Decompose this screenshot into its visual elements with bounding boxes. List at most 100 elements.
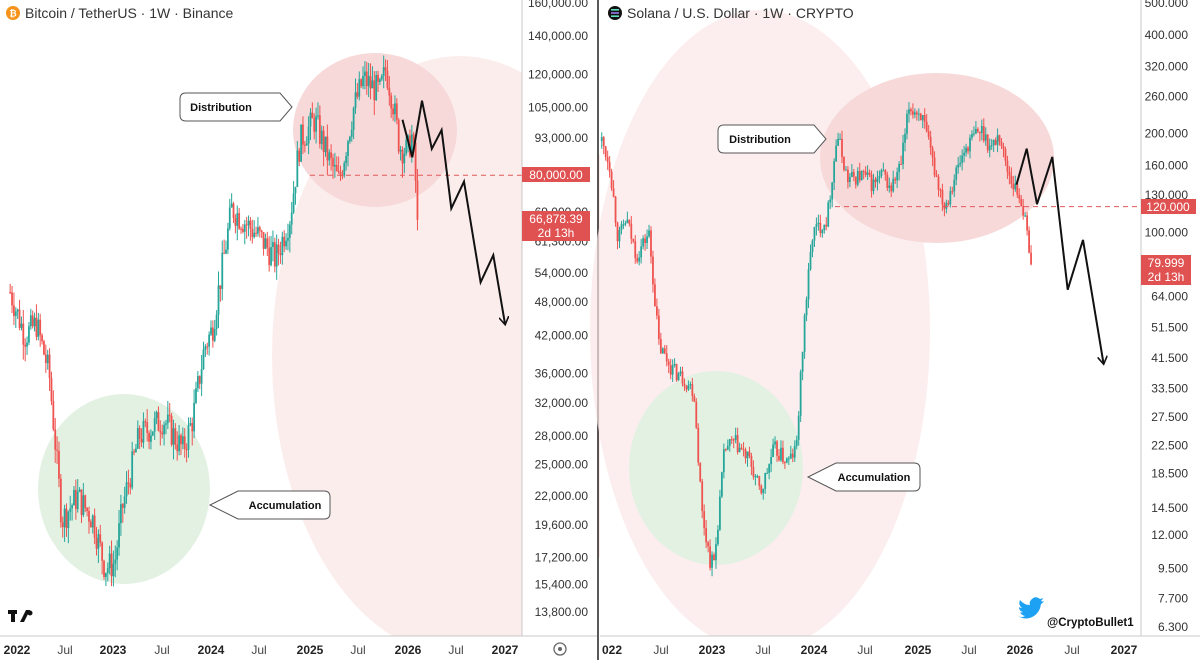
candle-body bbox=[789, 453, 792, 459]
candle-body bbox=[375, 74, 378, 101]
candle-body bbox=[835, 145, 837, 162]
candle-body bbox=[37, 319, 40, 337]
candle-body bbox=[650, 230, 652, 257]
candle-body bbox=[264, 238, 267, 249]
candle-body bbox=[957, 164, 960, 168]
projection-path[interactable] bbox=[1015, 148, 1104, 364]
candle-body bbox=[850, 171, 853, 177]
accumulation-callout[interactable]: Accumulation bbox=[208, 490, 331, 520]
candle-body bbox=[211, 327, 214, 341]
svg-text:2d 13h: 2d 13h bbox=[1148, 270, 1185, 284]
candle-body bbox=[251, 228, 254, 238]
distribution-callout[interactable]: Distribution bbox=[179, 92, 293, 122]
candle-body bbox=[1000, 141, 1003, 147]
distribution-label: Distribution bbox=[190, 102, 252, 114]
candle-body bbox=[348, 136, 351, 142]
accumulation-callout[interactable]: Accumulation bbox=[806, 462, 921, 492]
solana-candles bbox=[600, 102, 1032, 577]
left-chart-title[interactable]: Bitcoin / TetherUS · 1W · Binance bbox=[25, 5, 233, 21]
candle-body bbox=[864, 171, 867, 175]
candle-body bbox=[328, 152, 331, 161]
candle-body bbox=[911, 111, 914, 115]
candle-body bbox=[1030, 252, 1032, 265]
right-time-axis[interactable] bbox=[600, 636, 1200, 660]
solana-chart-panel[interactable]: Distribution Accumulation Solana / U.S. … bbox=[590, 0, 1200, 660]
candle-body bbox=[272, 242, 274, 248]
candle-body bbox=[742, 449, 745, 451]
candle-body bbox=[127, 482, 130, 484]
right-price-axis[interactable] bbox=[1141, 0, 1200, 636]
candle-body bbox=[191, 423, 194, 432]
distribution-zone bbox=[820, 73, 1054, 243]
candle-body bbox=[951, 191, 954, 193]
candle-body bbox=[1008, 171, 1011, 176]
candle-body bbox=[403, 153, 406, 164]
candle-body bbox=[715, 544, 717, 561]
candle-body bbox=[219, 285, 222, 289]
candle-body bbox=[181, 436, 184, 445]
right-level-badge: 120.000 bbox=[1141, 199, 1196, 214]
candle-body bbox=[373, 80, 376, 101]
candle-body bbox=[412, 134, 415, 143]
candle-body bbox=[906, 113, 908, 134]
candle-body bbox=[929, 136, 932, 148]
time-tick-label: 2024 bbox=[801, 643, 828, 657]
time-tick-label: Jul bbox=[1064, 643, 1079, 657]
candle-body bbox=[848, 176, 851, 183]
candle-body bbox=[882, 170, 885, 172]
candle-body bbox=[281, 236, 284, 256]
candle-body bbox=[41, 335, 43, 342]
candle-body bbox=[302, 124, 304, 145]
projection-path[interactable] bbox=[401, 100, 506, 324]
candle-body bbox=[317, 115, 319, 117]
bitcoin-chart-panel[interactable]: Distribution Accumulation ₿ Bitcoin / Te… bbox=[0, 0, 648, 660]
candle-body bbox=[671, 365, 674, 375]
candle-body bbox=[335, 165, 338, 171]
twitter-icon[interactable] bbox=[1018, 597, 1044, 619]
right-chart-title[interactable]: Solana / U.S. Dollar · 1W · CRYPTO bbox=[627, 5, 854, 21]
candle-body bbox=[67, 511, 70, 528]
candle-body bbox=[738, 447, 741, 453]
candle-body bbox=[675, 363, 678, 381]
candle-body bbox=[377, 74, 379, 82]
candle-body bbox=[74, 489, 77, 510]
price-tick-label: 41.500 bbox=[1151, 351, 1188, 365]
left-time-axis[interactable] bbox=[0, 636, 597, 660]
candle-body bbox=[273, 242, 276, 267]
tradingview-logo-icon[interactable] bbox=[8, 610, 33, 622]
candle-body bbox=[927, 131, 930, 137]
left-price-axis[interactable] bbox=[522, 0, 597, 636]
candle-body bbox=[996, 135, 999, 145]
candle-body bbox=[726, 445, 729, 450]
candle-body bbox=[405, 139, 408, 154]
price-tick-label: 200.000 bbox=[1145, 127, 1189, 141]
twitter-handle[interactable]: @CryptoBullet1 bbox=[1047, 617, 1134, 629]
candle-body bbox=[309, 112, 312, 127]
candle-body bbox=[754, 476, 757, 478]
candle-body bbox=[1020, 198, 1023, 207]
candle-body bbox=[165, 423, 167, 425]
candle-body bbox=[185, 449, 188, 451]
candle-body bbox=[333, 165, 336, 167]
candle-body bbox=[217, 285, 220, 315]
settings-gear-icon[interactable] bbox=[553, 642, 567, 656]
candle-body bbox=[58, 450, 60, 479]
candle-body bbox=[640, 246, 643, 258]
candle-body bbox=[135, 448, 137, 453]
candle-body bbox=[646, 236, 648, 244]
candle-body bbox=[298, 150, 301, 162]
price-tick-label: 6.300 bbox=[1158, 620, 1188, 634]
distribution-callout[interactable]: Distribution bbox=[717, 124, 827, 154]
right-time-ticks: 022 Jul 2023 Jul 2024 Jul 2025 Jul 2026 Jul 2027 bbox=[602, 643, 1138, 657]
svg-text:66,878.39: 66,878.39 bbox=[529, 212, 583, 226]
candle-body bbox=[961, 155, 964, 163]
candle-body bbox=[758, 476, 761, 486]
candle-body bbox=[902, 142, 904, 165]
candle-body bbox=[945, 202, 948, 209]
candle-body bbox=[395, 103, 398, 120]
candle-body bbox=[1028, 230, 1030, 253]
candle-body bbox=[862, 171, 865, 173]
candle-body bbox=[358, 79, 361, 97]
candle-body bbox=[701, 481, 704, 512]
candle-body bbox=[654, 284, 656, 307]
